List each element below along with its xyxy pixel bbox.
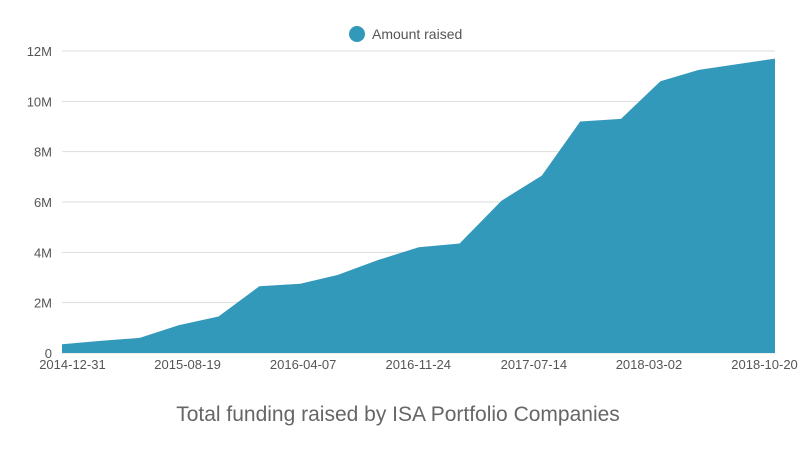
axes: 0 2M 4M 6M 8M 10M 12M 2014-12-31 2015-08-19 2016-…	[27, 44, 798, 372]
x-tick-label: 2018-10-20	[731, 357, 798, 372]
x-tick-label: 2014-12-31	[39, 357, 106, 372]
x-tick-label: 2018-03-02	[616, 357, 683, 372]
x-tick-label: 2015-08-19	[154, 357, 221, 372]
y-tick-label: 6M	[34, 195, 52, 210]
legend-label-amount-raised: Amount raised	[372, 26, 462, 42]
x-tick-label: 2016-11-24	[385, 357, 451, 372]
y-tick-label: 4M	[34, 245, 52, 260]
area-series	[62, 58, 775, 353]
y-tick-label: 10M	[27, 94, 52, 109]
chart-title: Total funding raised by ISA Portfolio Co…	[176, 403, 620, 426]
area-amount-raised[interactable]	[62, 58, 775, 353]
y-tick-label: 8M	[34, 145, 52, 160]
legend[interactable]: Amount raised	[349, 26, 462, 42]
y-tick-label: 0	[45, 346, 52, 361]
x-tick-label: 2016-04-07	[270, 357, 337, 372]
x-tick-label: 2017-07-14	[501, 357, 568, 372]
y-tick-label: 2M	[34, 296, 52, 311]
y-tick-label: 12M	[27, 44, 52, 59]
legend-swatch-amount-raised	[349, 26, 365, 42]
